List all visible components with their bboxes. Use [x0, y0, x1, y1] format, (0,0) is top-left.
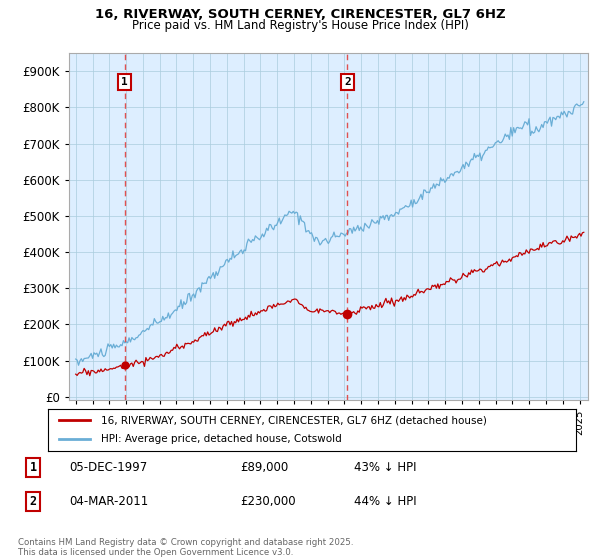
Text: 2: 2 [344, 77, 350, 87]
Text: 1: 1 [121, 77, 128, 87]
Text: 1: 1 [29, 461, 37, 474]
Text: 16, RIVERWAY, SOUTH CERNEY, CIRENCESTER, GL7 6HZ: 16, RIVERWAY, SOUTH CERNEY, CIRENCESTER,… [95, 8, 505, 21]
Text: Price paid vs. HM Land Registry's House Price Index (HPI): Price paid vs. HM Land Registry's House … [131, 19, 469, 32]
Text: £230,000: £230,000 [240, 494, 296, 508]
Text: 16, RIVERWAY, SOUTH CERNEY, CIRENCESTER, GL7 6HZ (detached house): 16, RIVERWAY, SOUTH CERNEY, CIRENCESTER,… [101, 415, 487, 425]
Text: £89,000: £89,000 [240, 461, 288, 474]
Text: 04-MAR-2011: 04-MAR-2011 [69, 494, 148, 508]
Text: 2: 2 [29, 494, 37, 508]
Text: 43% ↓ HPI: 43% ↓ HPI [354, 461, 416, 474]
Text: Contains HM Land Registry data © Crown copyright and database right 2025.
This d: Contains HM Land Registry data © Crown c… [18, 538, 353, 557]
Text: 05-DEC-1997: 05-DEC-1997 [69, 461, 147, 474]
Text: HPI: Average price, detached house, Cotswold: HPI: Average price, detached house, Cots… [101, 435, 341, 445]
Text: 44% ↓ HPI: 44% ↓ HPI [354, 494, 416, 508]
